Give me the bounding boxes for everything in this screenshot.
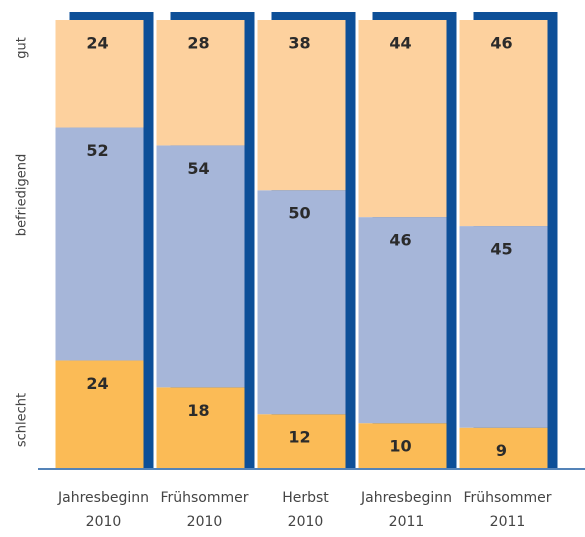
bar-segment bbox=[156, 387, 245, 468]
legend-label: schlecht bbox=[15, 393, 30, 447]
value-label: 52 bbox=[86, 141, 108, 160]
value-label: 45 bbox=[490, 240, 512, 259]
value-label: 54 bbox=[187, 159, 209, 178]
value-label: 46 bbox=[490, 34, 512, 53]
bar-segment bbox=[358, 217, 447, 424]
x-tick-label: Jahresbeginn bbox=[57, 490, 149, 506]
value-label: 12 bbox=[288, 428, 310, 447]
x-tick-label: 2010 bbox=[187, 514, 223, 530]
x-tick-label: 2011 bbox=[490, 514, 526, 530]
bar-segment bbox=[358, 423, 447, 468]
value-label: 18 bbox=[187, 401, 209, 420]
bar-segment bbox=[156, 20, 245, 146]
value-label: 28 bbox=[187, 34, 209, 53]
x-tick-label: Frühsommer bbox=[463, 490, 551, 506]
value-label: 24 bbox=[86, 34, 108, 53]
value-label: 38 bbox=[288, 34, 310, 53]
value-label: 50 bbox=[288, 204, 310, 223]
bar-segment bbox=[358, 20, 447, 218]
bar-segment bbox=[55, 20, 144, 128]
value-label: 10 bbox=[389, 437, 411, 456]
legend-label: gut bbox=[15, 37, 30, 59]
x-tick-label: Jahresbeginn bbox=[360, 490, 452, 506]
bar-segment bbox=[55, 127, 144, 361]
bar-segment bbox=[156, 145, 245, 388]
bar-segment bbox=[257, 20, 346, 191]
x-tick-label: 2011 bbox=[389, 514, 425, 530]
bar-segment bbox=[55, 360, 144, 468]
x-tick-label: Frühsommer bbox=[160, 490, 248, 506]
x-tick-label: 2010 bbox=[288, 514, 324, 530]
bar-segment bbox=[459, 226, 548, 428]
value-label: 24 bbox=[86, 374, 108, 393]
legend-label: befriedigend bbox=[15, 154, 30, 236]
bar-segment bbox=[257, 190, 346, 415]
x-tick-label: 2010 bbox=[86, 514, 122, 530]
value-label: 44 bbox=[389, 34, 411, 53]
value-label: 46 bbox=[389, 231, 411, 250]
bar-segment bbox=[459, 20, 548, 227]
bar-segment bbox=[459, 427, 548, 468]
value-label: 9 bbox=[496, 441, 507, 460]
bar-segment bbox=[257, 414, 346, 468]
x-tick-label: Herbst bbox=[282, 490, 329, 506]
